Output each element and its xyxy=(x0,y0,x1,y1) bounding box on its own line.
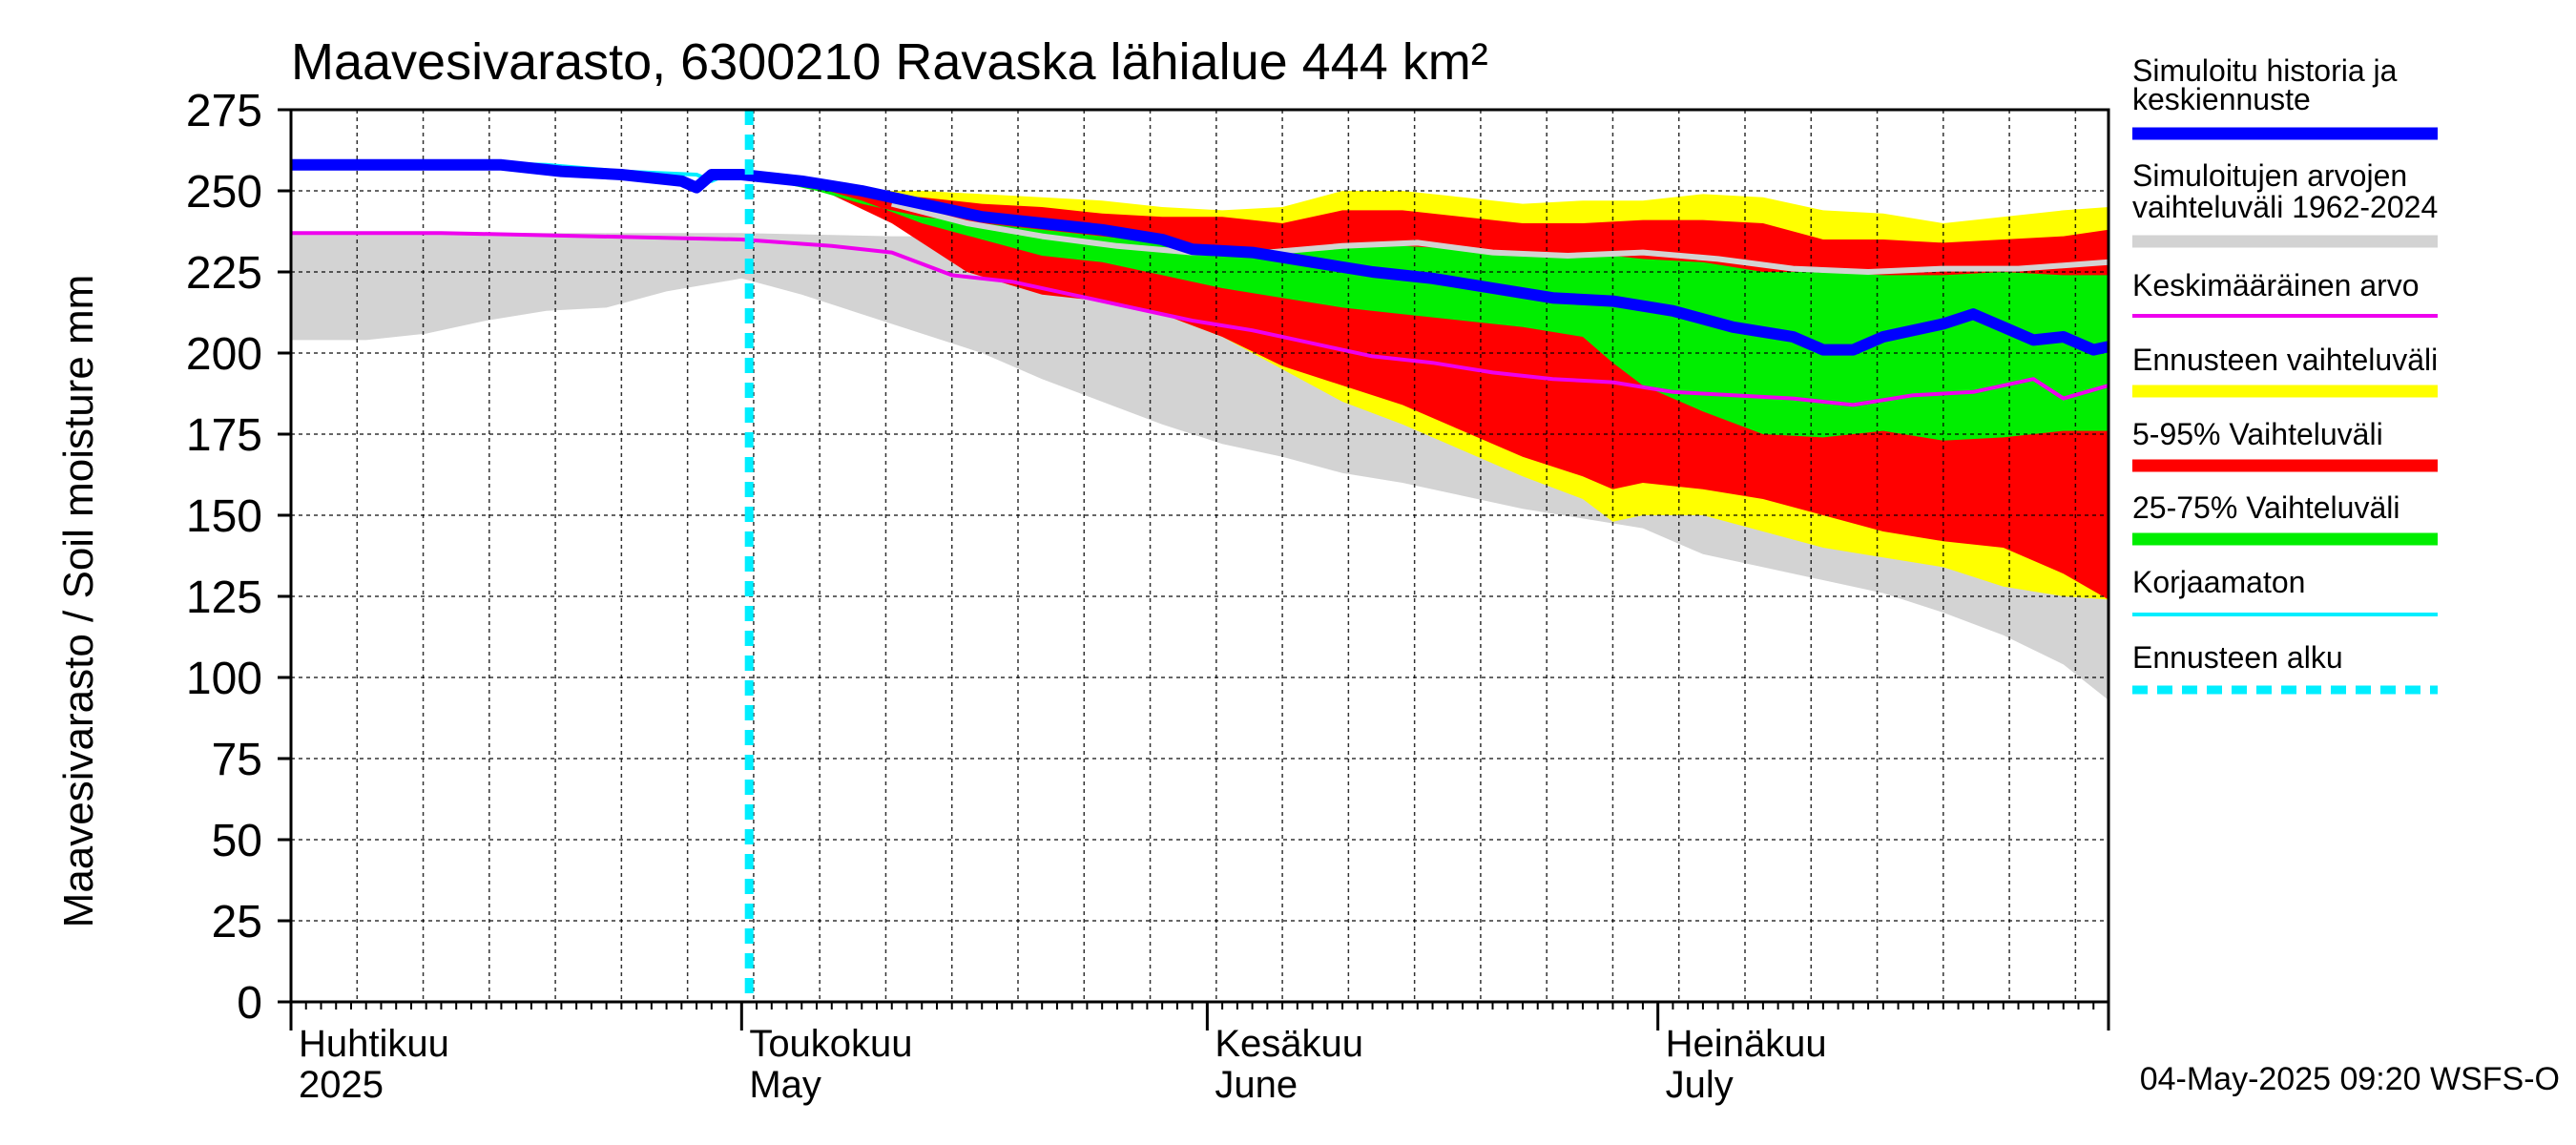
month-label-en: 2025 xyxy=(299,1064,384,1106)
simulated-line xyxy=(291,158,2109,356)
month-label-fi: Kesäkuu xyxy=(1215,1023,1363,1065)
y-tick-label: 175 xyxy=(186,410,262,461)
chart-title: Maavesivarasto, 6300210 Ravaska lähialue… xyxy=(291,33,1488,91)
plot-frame xyxy=(289,108,2110,1004)
forecast-bands xyxy=(291,175,2109,700)
y-tick-label: 75 xyxy=(212,735,262,785)
y-axis-label: Maavesivarasto / Soil moisture mm xyxy=(55,275,102,928)
legend-label-hist: Simuloitujen arvojen xyxy=(2132,158,2407,193)
month-label-en: May xyxy=(749,1064,821,1106)
legend-label-sim: Simuloitu historia ja xyxy=(2132,53,2398,88)
month-label-en: July xyxy=(1666,1064,1734,1106)
y-tick-label: 225 xyxy=(186,248,262,299)
timestamp: 04-May-2025 09:20 WSFS-O xyxy=(2140,1061,2560,1097)
y-tick-label: 150 xyxy=(186,491,262,542)
mean-line xyxy=(291,231,2109,407)
legend-label-yellow: Ennusteen vaihteluväli xyxy=(2132,343,2438,377)
median-line xyxy=(890,200,2109,275)
month-label-fi: Toukokuu xyxy=(749,1023,912,1065)
series-lines xyxy=(291,110,2109,1002)
legend-label-mean: Keskimääräinen arvo xyxy=(2132,268,2420,302)
legend-label-sim: keskiennuste xyxy=(2132,82,2311,116)
month-label-fi: Huhtikuu xyxy=(299,1023,449,1065)
y-tick-label: 275 xyxy=(186,86,262,136)
legend-label-green: 25-75% Vaihteluväli xyxy=(2132,490,2399,525)
legend-label-uncorr: Korjaamaton xyxy=(2132,565,2305,599)
y-tick-label: 0 xyxy=(237,978,262,1029)
y-tick-label: 125 xyxy=(186,572,262,623)
axes: 0 25 50 75 100 125 150 175 200 225 250 275 Huhtikuu2… xyxy=(186,86,2110,1106)
y-tick-label: 200 xyxy=(186,329,262,380)
legend-label-red: 5-95% Vaihteluväli xyxy=(2132,417,2383,451)
legend-label-hist: vaihteluväli 1962-2024 xyxy=(2132,190,2438,224)
y-tick-label: 25 xyxy=(212,897,262,947)
y-tick-label: 50 xyxy=(212,816,262,866)
y-tick-label: 250 xyxy=(186,167,262,218)
y-tick-label: 100 xyxy=(186,654,262,704)
month-label-fi: Heinäkuu xyxy=(1666,1023,1827,1065)
legend-label-start: Ennusteen alku xyxy=(2132,640,2343,675)
month-label-en: June xyxy=(1215,1064,1298,1106)
